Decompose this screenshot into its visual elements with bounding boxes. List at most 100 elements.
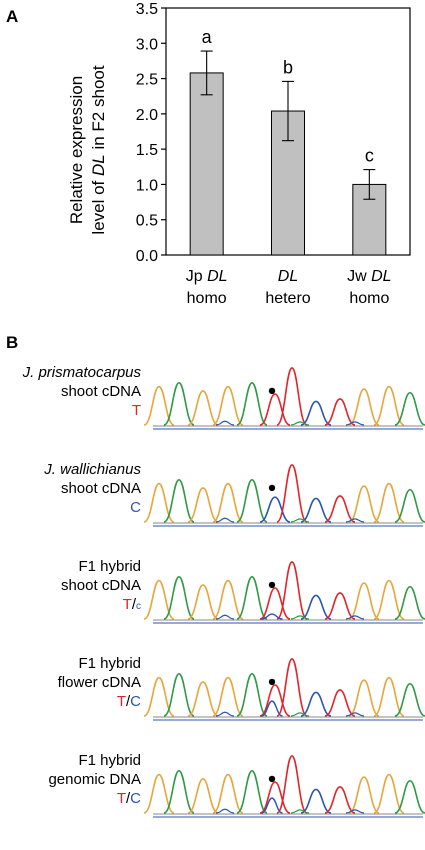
trace-noise	[290, 712, 310, 717]
trace-peak	[373, 482, 405, 523]
y-axis-label-line1: Relative expression	[67, 76, 86, 224]
trace-peak	[348, 485, 380, 523]
trace-noise	[215, 711, 235, 717]
x-tick-label-line1: Jw DL	[347, 268, 391, 285]
y-axis-label-line2: level of DL in F2 shoot	[89, 65, 108, 234]
trace-genotype: T	[132, 402, 141, 419]
trace-peak	[300, 788, 332, 814]
trace-noise	[290, 615, 310, 620]
trace-peak	[163, 382, 195, 426]
trace-peak	[236, 673, 268, 717]
trace-peak	[259, 393, 291, 426]
trace-peak	[348, 582, 380, 620]
trace-noise	[345, 518, 365, 523]
allele-separator: /	[126, 693, 131, 710]
trace-peak	[276, 658, 308, 717]
trace-peak	[212, 579, 244, 620]
trace-peak	[373, 676, 405, 717]
allele-major: T	[117, 790, 126, 807]
allele-major: T	[117, 693, 126, 710]
allele-minor: c	[136, 601, 141, 612]
trace-source-name: J. prismatocarpus	[22, 364, 142, 381]
trace-peak	[143, 385, 175, 426]
x-tick-label-gene: DL	[278, 268, 298, 285]
trace-peak	[212, 676, 244, 717]
trace-peak	[236, 479, 268, 523]
trace-peak	[187, 681, 219, 717]
trace-noise	[290, 421, 310, 426]
chromatogram-row: F1 hybrid shoot cDNA T/c	[61, 558, 425, 624]
trace-source-name: F1 hybrid	[78, 558, 141, 575]
trace-peak	[163, 770, 195, 814]
x-tick-label-line1: DL	[278, 268, 298, 285]
trace-peak	[300, 594, 332, 620]
trace-peak	[212, 482, 244, 523]
allele-separator: /	[132, 596, 137, 613]
x-tick-label-prefix: Jp	[186, 268, 207, 285]
allele-minor: C	[130, 693, 141, 710]
trace-tissue: shoot cDNA	[61, 480, 141, 497]
x-tick-label-gene: DL	[371, 268, 391, 285]
trace-peak	[187, 487, 219, 523]
trace-noise	[215, 808, 235, 814]
trace-peak	[143, 482, 175, 523]
allele-separator: /	[126, 790, 131, 807]
trace-genotype: C	[130, 499, 141, 516]
trace-genotype: T/c	[123, 596, 141, 613]
trace-tissue: flower cDNA	[58, 674, 141, 691]
trace-peak	[236, 770, 268, 814]
trace-peak	[276, 464, 308, 523]
snp-marker-dot	[268, 387, 276, 395]
significance-letter: c	[365, 146, 374, 166]
trace-noise	[290, 518, 310, 523]
trace-peak	[259, 587, 291, 620]
y-tick-label: 1.5	[136, 142, 158, 159]
y-ticks: 0.0 0.5 1.0 1.5 2.0 2.5 3.0 3.5	[136, 1, 166, 265]
x-tick-labels: Jp DL homo DL hetero Jw DL homo	[186, 268, 392, 307]
y-tick-label: 1.0	[136, 177, 158, 194]
trace-peak	[324, 689, 356, 717]
trace-peak	[212, 385, 244, 426]
trace-peak	[143, 676, 175, 717]
trace-peak	[394, 391, 425, 426]
trace-tissue: genomic DNA	[48, 771, 141, 788]
x-tick-label-gene: DL	[207, 268, 227, 285]
trace-noise	[345, 615, 365, 620]
trace-noise	[290, 809, 310, 814]
trace-peak	[348, 776, 380, 814]
trace-source-name: F1 hybrid	[78, 752, 141, 769]
trace-noise	[215, 420, 235, 426]
trace-peak	[276, 561, 308, 620]
trace-peak	[373, 579, 405, 620]
trace-peak	[300, 691, 332, 717]
trace-peak	[212, 773, 244, 814]
trace-peak	[143, 579, 175, 620]
trace-peak	[324, 495, 356, 523]
trace-peak	[259, 684, 291, 717]
trace-peak	[300, 400, 332, 426]
trace-noise	[215, 614, 235, 620]
y-tick-label: 2.5	[136, 72, 158, 89]
panel-b-label: B	[6, 333, 18, 352]
snp-marker-dot	[268, 581, 276, 589]
allele-major: T	[132, 402, 141, 419]
trace-peak	[187, 390, 219, 426]
y-tick-label: 3.0	[136, 36, 158, 53]
trace-source-name: J. wallichianus	[43, 461, 141, 478]
chromatograms: J. prismatocarpus shoot cDNA T J. wallichia…	[22, 364, 425, 818]
bars: a b c	[189, 27, 387, 256]
trace-peak	[348, 388, 380, 426]
y-axis-label-post: in F2 shoot	[89, 65, 108, 154]
trace-peak	[373, 773, 405, 814]
x-tick-label-prefix: Jw	[347, 268, 371, 285]
trace-peak	[394, 682, 425, 717]
chromatogram-row: J. wallichianus shoot cDNA C	[43, 461, 425, 527]
trace-peak	[394, 488, 425, 523]
trace-peak	[324, 398, 356, 426]
significance-letter: a	[202, 27, 213, 47]
trace-source-name: F1 hybrid	[78, 655, 141, 672]
x-tick-label-line2: hetero	[265, 290, 310, 307]
expression-bar-chart: Relative expression level of DL in F2 sh…	[67, 1, 411, 307]
trace-peak	[348, 679, 380, 717]
